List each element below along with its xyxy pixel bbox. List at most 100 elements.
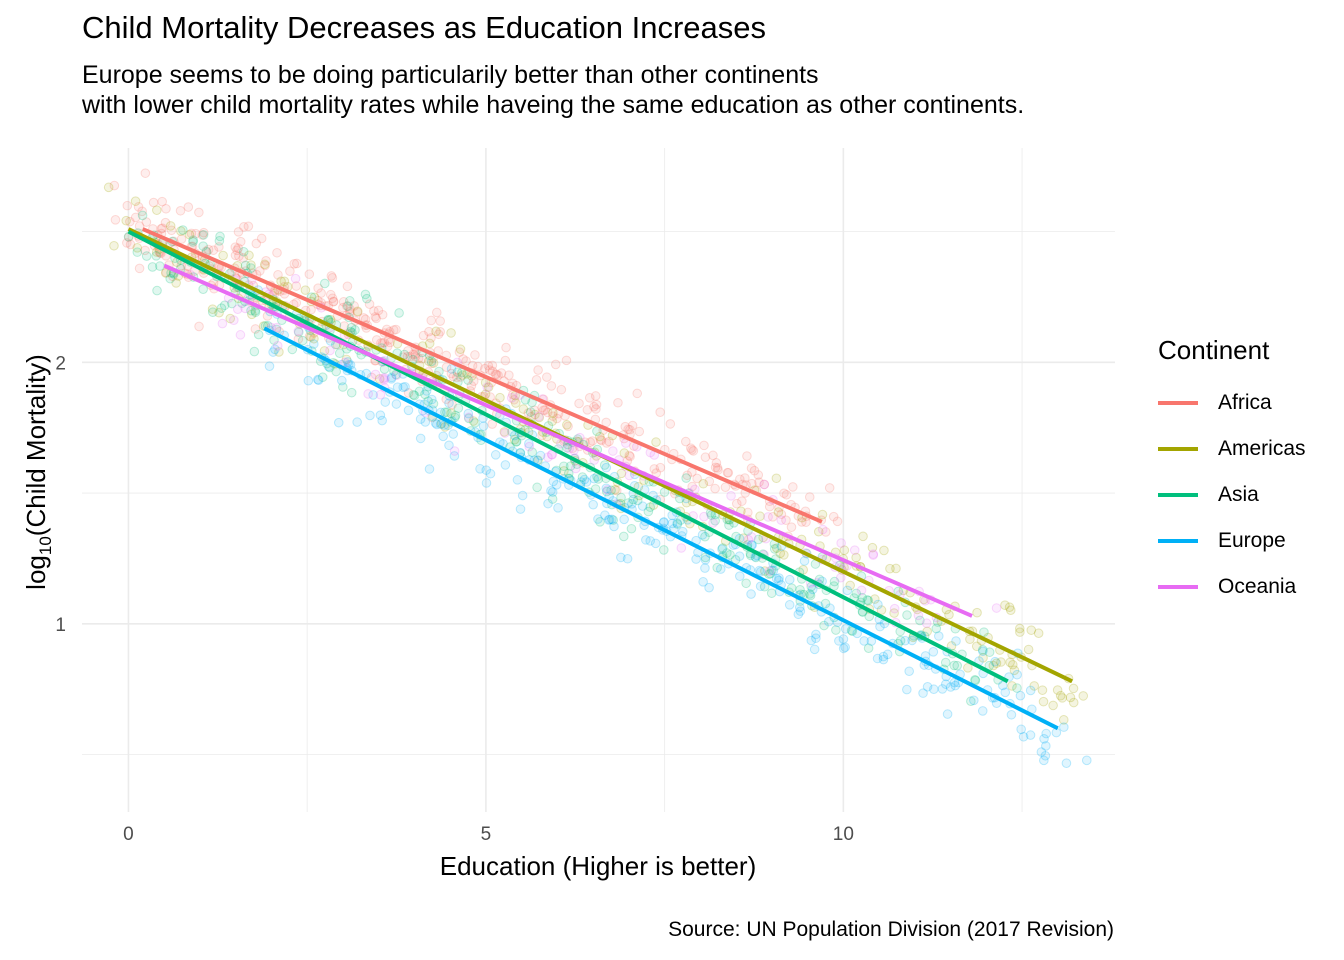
data-point-africa bbox=[542, 407, 553, 418]
data-point-europe bbox=[842, 585, 853, 596]
data-point-africa bbox=[590, 391, 601, 401]
data-point-europe bbox=[809, 644, 820, 655]
data-point-asia bbox=[831, 625, 841, 635]
data-point-africa bbox=[125, 239, 136, 250]
data-point-americas bbox=[922, 626, 932, 637]
data-point-americas bbox=[152, 205, 162, 215]
data-point-oceania bbox=[379, 375, 389, 385]
data-point-europe bbox=[990, 656, 1000, 667]
data-point-africa bbox=[470, 350, 480, 360]
data-point-americas bbox=[1005, 605, 1016, 616]
data-point-asia bbox=[717, 543, 728, 553]
data-point-africa bbox=[737, 496, 747, 506]
data-point-europe bbox=[878, 654, 889, 665]
data-point-asia bbox=[408, 390, 419, 400]
data-point-europe bbox=[604, 514, 615, 525]
data-point-europe bbox=[548, 476, 559, 487]
data-point-europe bbox=[859, 636, 869, 646]
data-point-africa bbox=[491, 369, 502, 380]
data-point-europe bbox=[313, 374, 323, 385]
data-point-africa bbox=[341, 301, 352, 311]
chart-caption: Source: UN Population Division (2017 Rev… bbox=[668, 918, 1114, 941]
data-point-americas bbox=[885, 563, 895, 574]
data-point-americas bbox=[1038, 696, 1049, 707]
data-point-americas bbox=[1009, 665, 1020, 676]
fit-line-europe bbox=[263, 326, 1059, 731]
data-point-europe bbox=[601, 483, 612, 494]
legend-key-line bbox=[1158, 585, 1198, 589]
data-point-americas bbox=[876, 605, 887, 615]
data-point-asia bbox=[452, 367, 463, 378]
data-point-americas bbox=[446, 328, 456, 338]
data-point-americas bbox=[1057, 693, 1068, 703]
data-point-americas bbox=[121, 215, 131, 226]
data-point-africa bbox=[141, 217, 152, 227]
data-point-europe bbox=[524, 438, 534, 449]
data-point-europe bbox=[478, 421, 489, 431]
legend-label: Africa bbox=[1218, 391, 1272, 414]
data-point-africa bbox=[255, 266, 265, 276]
data-point-europe bbox=[875, 621, 885, 632]
data-point-oceania bbox=[849, 545, 860, 555]
data-point-africa bbox=[613, 397, 623, 408]
data-point-americas bbox=[109, 240, 119, 251]
data-point-africa bbox=[176, 234, 187, 244]
legend-label: Americas bbox=[1218, 437, 1306, 460]
data-point-africa bbox=[548, 411, 558, 421]
data-point-asia bbox=[725, 549, 735, 560]
data-point-americas bbox=[1014, 623, 1025, 634]
data-point-africa bbox=[627, 420, 638, 431]
data-point-europe bbox=[622, 553, 633, 564]
data-point-americas bbox=[547, 416, 558, 427]
data-point-europe bbox=[784, 600, 795, 610]
data-point-africa bbox=[338, 297, 349, 307]
data-point-asia bbox=[599, 460, 610, 470]
data-point-europe bbox=[449, 451, 460, 461]
data-point-europe bbox=[773, 575, 784, 586]
data-point-africa bbox=[431, 307, 442, 318]
data-point-africa bbox=[625, 424, 635, 435]
data-point-europe bbox=[500, 460, 511, 470]
data-point-europe bbox=[333, 417, 344, 428]
data-point-americas bbox=[1037, 685, 1048, 695]
data-point-americas bbox=[1004, 602, 1015, 613]
data-point-americas bbox=[944, 609, 954, 620]
data-point-asia bbox=[428, 398, 439, 409]
data-point-asia bbox=[645, 502, 655, 512]
legend-item-oceania: Oceania bbox=[1158, 564, 1306, 610]
data-point-asia bbox=[198, 230, 209, 240]
data-point-asia bbox=[940, 657, 951, 668]
data-point-africa bbox=[273, 270, 283, 280]
data-point-europe bbox=[840, 624, 851, 634]
data-point-africa bbox=[649, 464, 660, 474]
data-point-asia bbox=[819, 620, 829, 631]
data-point-asia bbox=[238, 246, 249, 257]
data-point-africa bbox=[473, 361, 483, 372]
data-point-africa bbox=[625, 451, 635, 462]
data-point-asia bbox=[628, 494, 639, 505]
data-point-europe bbox=[637, 501, 648, 511]
data-point-europe bbox=[421, 386, 432, 396]
data-point-europe bbox=[866, 636, 877, 646]
data-point-europe bbox=[700, 563, 710, 573]
data-point-asia bbox=[753, 534, 764, 545]
data-point-africa bbox=[371, 335, 382, 345]
legend-key-line bbox=[1158, 401, 1198, 405]
data-point-oceania bbox=[240, 303, 250, 314]
data-point-asia bbox=[463, 375, 473, 385]
data-point-europe bbox=[546, 485, 556, 496]
data-point-asia bbox=[949, 660, 960, 671]
data-point-africa bbox=[447, 399, 457, 410]
data-point-asia bbox=[346, 387, 357, 398]
data-point-africa bbox=[749, 465, 760, 476]
data-point-africa bbox=[595, 434, 606, 445]
data-point-asia bbox=[470, 418, 480, 428]
data-point-africa bbox=[723, 468, 734, 478]
legend-item-africa: Africa bbox=[1158, 380, 1306, 426]
data-point-europe bbox=[795, 606, 806, 616]
data-point-americas bbox=[244, 250, 254, 261]
legend-items: Africa Americas Asia Europe Oceania bbox=[1158, 380, 1306, 610]
data-point-africa bbox=[720, 482, 731, 493]
data-point-africa bbox=[403, 388, 414, 398]
data-point-asia bbox=[895, 635, 906, 646]
